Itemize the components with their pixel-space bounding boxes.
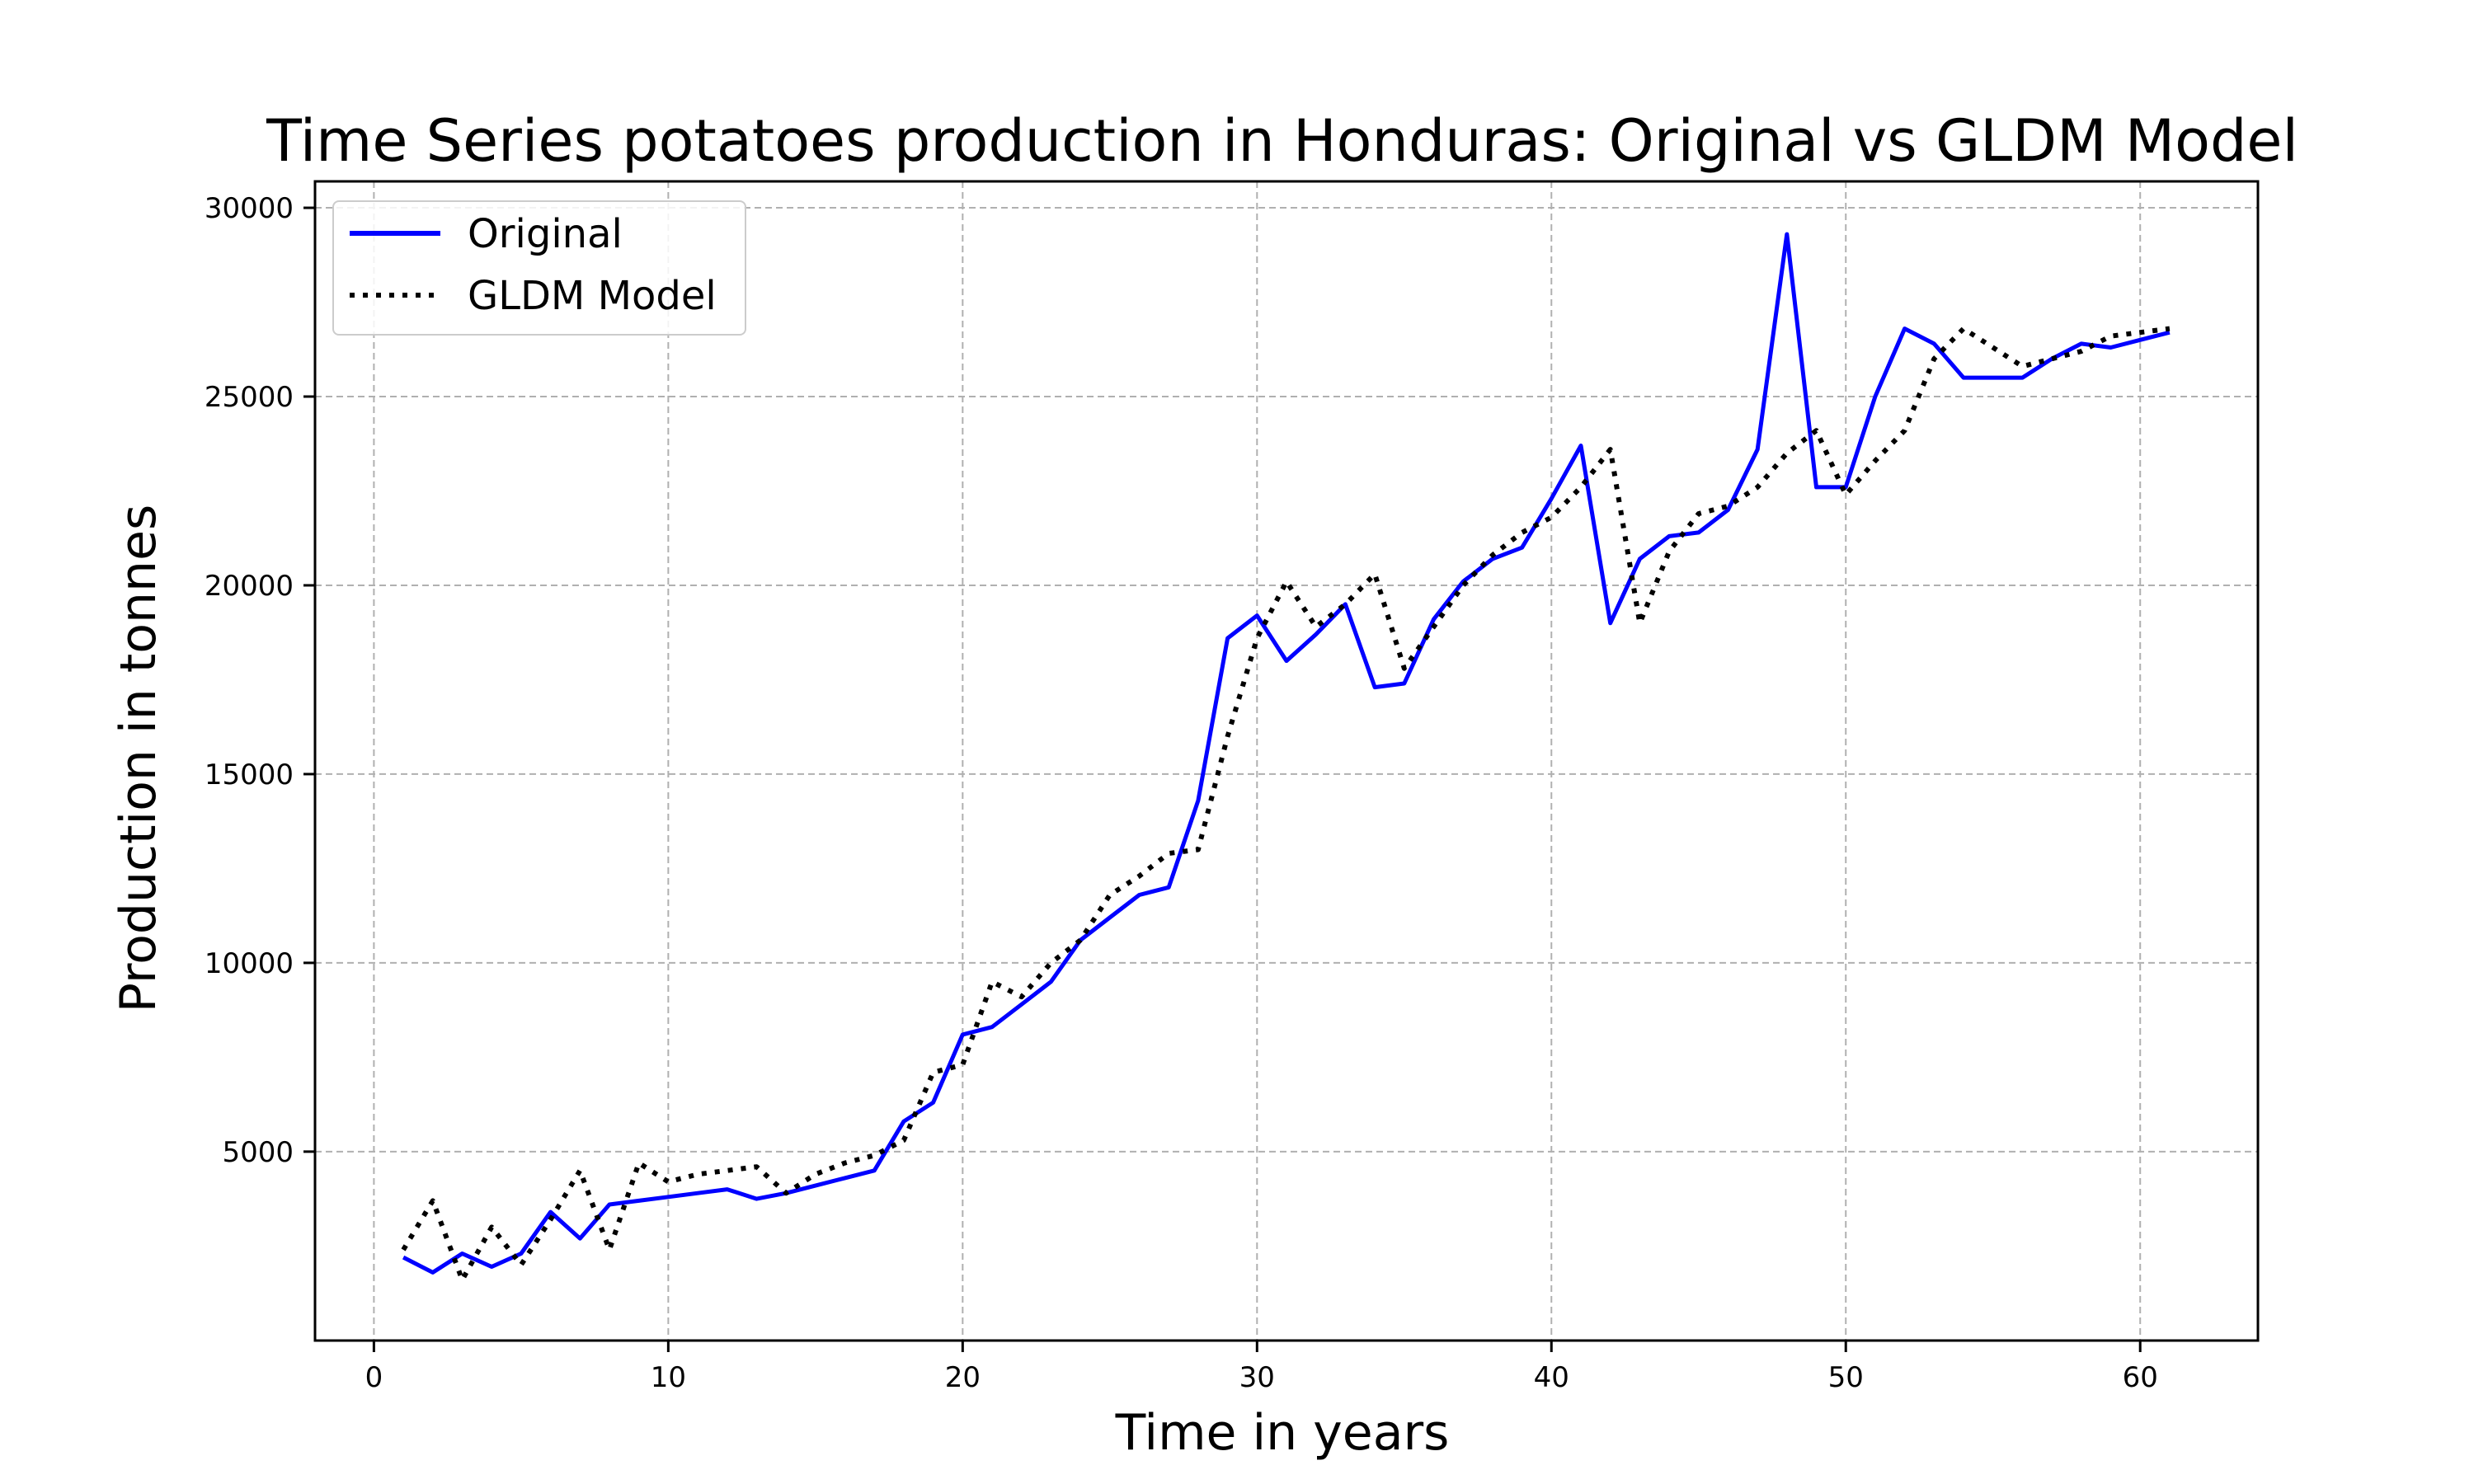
- chart-title: Time Series potatoes production in Hondu…: [266, 107, 2298, 175]
- y-tick-label: 5000: [222, 1136, 294, 1169]
- legend: Original GLDM Model: [332, 200, 746, 336]
- axis-ticks: 0 10 20 30 40 50 60 5000 10000 15000 20000 25000 300…: [205, 192, 2158, 1394]
- x-tick-label: 20: [945, 1361, 981, 1394]
- y-tick-label: 10000: [205, 947, 294, 980]
- y-tick-label: 20000: [205, 570, 294, 603]
- series-lines: [401, 232, 2171, 1283]
- y-axis-title: Production in tonnes: [110, 505, 167, 1013]
- x-tick-label: 30: [1239, 1361, 1275, 1394]
- x-tick-label: 0: [365, 1361, 383, 1394]
- y-tick-label: 25000: [205, 381, 294, 414]
- legend-label-gldm-model: GLDM Model: [468, 273, 717, 319]
- x-tick-label: 50: [1828, 1361, 1864, 1394]
- plot-area-frame: [313, 180, 2260, 1342]
- x-tick-label: 60: [2123, 1361, 2158, 1394]
- legend-label-original: Original: [468, 211, 623, 257]
- x-tick-label: 10: [651, 1361, 686, 1394]
- y-tick-label: 30000: [205, 192, 294, 225]
- x-tick-label: 40: [1534, 1361, 1569, 1394]
- x-axis-title: Time in years: [1115, 1404, 1450, 1462]
- grid-lines: [315, 181, 2258, 1341]
- series-line-gldm-model: [401, 326, 2171, 1283]
- y-tick-label: 15000: [205, 758, 294, 791]
- series-line-original: [402, 232, 2171, 1275]
